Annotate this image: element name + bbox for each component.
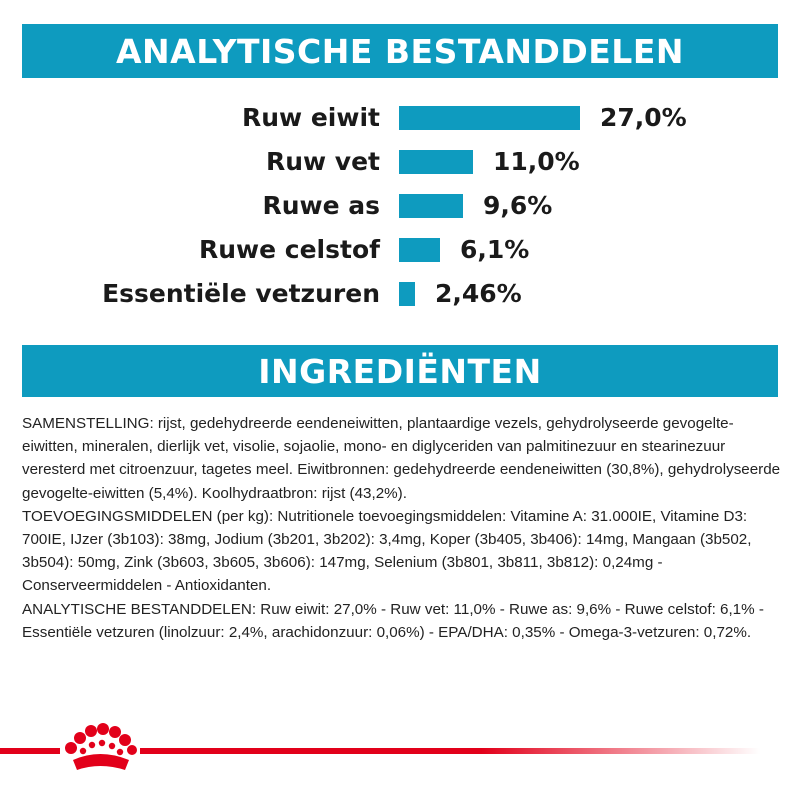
analysis-title: ANALYTISCHE BESTANDDELEN xyxy=(116,31,684,71)
nutrient-bar xyxy=(399,194,463,218)
nutrient-value: 2,46% xyxy=(435,279,522,308)
nutrient-bar xyxy=(399,238,440,262)
nutrient-row: Ruw eiwit 27,0% xyxy=(0,97,800,139)
nutrient-value: 6,1% xyxy=(460,235,530,264)
ingredients-title-banner: INGREDIËNTEN xyxy=(22,345,778,397)
nutrient-row: Ruw vet 11,0% xyxy=(0,141,800,183)
royal-canin-crown-icon xyxy=(65,723,137,770)
nutrient-bar xyxy=(399,106,580,130)
nutrient-row: Ruwe as 9,6% xyxy=(0,185,800,227)
nutrient-label: Ruwe celstof xyxy=(198,235,380,264)
nutrient-label: Ruw eiwit xyxy=(242,103,380,132)
nutrient-bar xyxy=(399,150,473,174)
brand-red-line xyxy=(0,748,760,754)
nutrient-value: 9,6% xyxy=(483,191,553,220)
nutrient-label: Ruw vet xyxy=(265,147,380,176)
composition-paragraph: SAMENSTELLING: rijst, gedehydreerde eend… xyxy=(22,415,781,502)
nutrient-label: Ruwe as xyxy=(262,191,380,220)
nutrient-value: 27,0% xyxy=(600,103,687,132)
nutrient-row: Ruwe celstof 6,1% xyxy=(0,229,800,271)
ingredients-text: SAMENSTELLING: rijst, gedehydreerde eend… xyxy=(22,412,782,644)
ingredients-title: INGREDIËNTEN xyxy=(258,351,542,391)
additives-paragraph: TOEVOEGINGSMIDDELEN (per kg): Nutritione… xyxy=(22,507,752,595)
analysis-title-banner: ANALYTISCHE BESTANDDELEN xyxy=(22,24,778,78)
nutrient-bar xyxy=(399,282,415,306)
analysis-paragraph: ANALYTISCHE BESTANDDELEN: Ruw eiwit: 27,… xyxy=(22,600,764,641)
nutrient-row: Essentiële vetzuren 2,46% xyxy=(0,273,800,315)
nutrient-label: Essentiële vetzuren xyxy=(102,279,380,308)
nutrient-value: 11,0% xyxy=(493,147,580,176)
